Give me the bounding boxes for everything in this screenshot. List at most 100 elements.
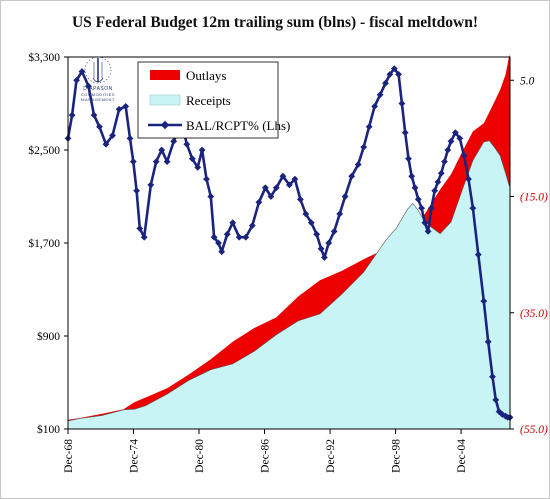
ratio-point [109,132,116,139]
ratio-point [242,233,250,241]
ratio-point [272,184,280,192]
ratio-point [456,135,464,142]
ratio-point [170,137,178,145]
ratio-point [354,161,362,168]
x-axis-ticks: Dec-68 Dec-74 Dec-80 Dec-86 Dec-92 Dec-98 Dec-… [63,429,468,473]
ratio-point [147,181,155,189]
ratio-point [279,172,287,180]
ratio-point [302,210,310,218]
left-tick-label: $3,300 [28,51,60,64]
ratio-point [262,184,269,192]
left-tick-label: $1,700 [28,237,60,250]
ratio-point [207,193,215,200]
legend-label-receipts: Receipts [186,93,231,108]
ratio-point [469,204,477,212]
right-tick-label: (55.0) [520,424,548,436]
ratio-point [126,135,134,142]
ratio-point [229,219,237,227]
ratio-point [395,71,402,78]
x-tick-label: Dec-98 [391,439,403,473]
ratio-point [85,82,92,90]
ratio-point [386,71,394,78]
ratio-point [317,245,325,253]
ratio-point [286,181,293,189]
ratio-point [447,137,455,145]
ratio-point [183,140,191,148]
ratio-point [424,228,432,235]
area-layer [67,54,511,430]
ratio-point [390,65,398,72]
ratio-point [398,100,406,107]
ratio-point [414,196,422,203]
ratio-point [434,178,442,186]
ratio-point [441,158,448,165]
ratio-point [325,239,333,247]
ratio-point [188,155,196,163]
left-axis-ticks: $100 $900 $1,700 $2,500 $3,300 [28,51,68,436]
ratio-point [428,204,435,212]
ratio-point [223,230,231,238]
ratio-point [73,76,80,84]
ratio-point [122,103,130,110]
right-tick-label: 5.0 [520,75,535,87]
legend-item-receipts: Receipts [149,93,231,108]
ratio-point [474,251,482,258]
ratio-line-layer [64,65,514,421]
ratio-point [133,187,140,195]
ratio-point [492,396,500,404]
ratio-point [376,91,384,99]
legend-item-outlays: Outlays [150,68,226,83]
ratio-point [321,254,328,261]
area-receipts [67,140,511,430]
ratio-point [210,233,218,241]
legend-label-ratio: BAL/RCPT% (Lhs) [186,118,290,133]
ratio-point [382,79,389,87]
ratio-point [411,184,419,192]
right-axis-ticks: 5.0 (15.0) (35.0) (55.0) [510,75,548,436]
legend-marker-ratio [160,120,170,130]
logo-line-2: COMMODITIES [81,92,115,97]
ratio-point [465,175,472,183]
ratio-point [163,158,171,165]
ratio-point [267,193,275,200]
ratio-point [102,140,110,148]
x-tick-label: Dec-68 [63,439,75,473]
chart-title: US Federal Budget 12m trailing sum (blns… [71,14,478,31]
ratio-point [460,152,468,160]
ratio-point [78,68,86,75]
ratio-point [115,105,123,113]
ratio-point [198,146,206,154]
x-tick-label: Dec-92 [325,439,337,473]
ratio-point [194,164,202,171]
ratio-line [66,67,510,419]
legend-swatch-receipts [149,94,181,106]
legend-item-ratio: BAL/RCPT% (Lhs) [148,118,290,133]
ratio-point [307,219,315,227]
shield-logo: DIAPASON COMMODITIES MANAGEMENT [81,56,115,102]
ratio-point [371,103,378,110]
ratio-point [136,225,144,232]
x-tick-label: Dec-74 [129,439,141,473]
ratio-point [291,175,299,183]
x-tick-label: Dec-86 [260,439,272,473]
ratio-point [158,146,166,154]
shield-icon [84,56,112,84]
ratio-point [365,123,373,131]
ratio-point [297,196,304,203]
ratio-point [418,204,425,212]
ratio-point [336,210,344,218]
ratio-point [215,239,222,247]
ratio-point [96,123,103,131]
ratio-point [480,297,488,305]
ratio-point [444,146,452,154]
ratio-point [152,158,160,165]
ratio-point [341,193,349,200]
right-tick-label: (35.0) [520,308,548,320]
right-tick-label: (15.0) [520,192,548,204]
ratio-point [437,169,445,177]
ratio-point [401,129,409,136]
legend-swatch-outlays [150,70,180,80]
ratio-point [90,111,98,119]
ratio-point [68,111,76,119]
